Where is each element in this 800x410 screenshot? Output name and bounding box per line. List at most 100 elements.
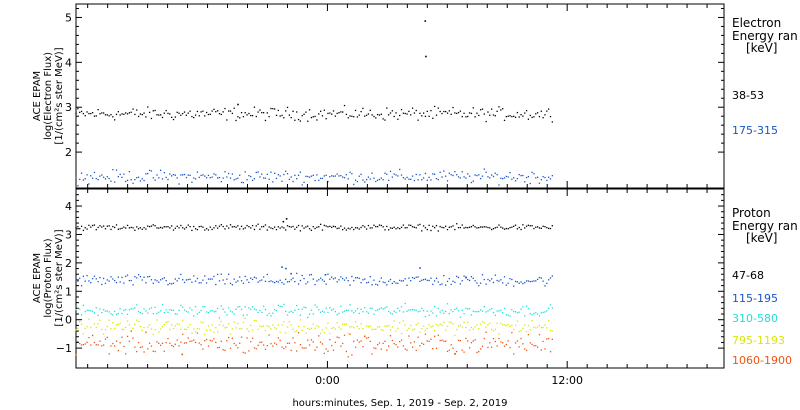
electron-point-38-53: [95, 115, 97, 117]
proton-point-1060-1900: [222, 349, 224, 351]
electron-point-175-315: [332, 175, 335, 177]
electron-point-175-315: [77, 185, 79, 187]
electron-point-175-315: [189, 174, 191, 176]
proton-point-795-1193: [93, 323, 96, 325]
proton-point-1060-1900: [478, 350, 480, 353]
proton-point-115-195: [108, 280, 110, 282]
proton-point-115-195: [327, 273, 329, 275]
proton-point-47-68: [527, 224, 530, 226]
proton-point-795-1193: [345, 323, 348, 325]
proton-point-47-68: [421, 230, 423, 232]
proton-point-115-195: [154, 279, 156, 281]
electron-point-38-53: [156, 114, 158, 116]
electron-point-38-53: [476, 112, 478, 114]
proton-point-115-195: [485, 283, 487, 285]
proton-point-310-580: [518, 311, 520, 313]
electron-point-38-53: [121, 113, 123, 115]
proton-point-795-1193: [483, 322, 485, 324]
proton-point-47-68: [159, 226, 162, 229]
electron-point-38-53: [494, 115, 496, 117]
proton-point-1060-1900: [215, 341, 217, 344]
proton-point-47-68: [200, 225, 202, 228]
proton-point-795-1193: [182, 320, 184, 322]
proton-point-795-1193: [119, 322, 121, 324]
electron-point-175-315: [386, 173, 388, 175]
proton-point-47-68: [356, 227, 359, 229]
proton-point-47-68: [174, 227, 177, 229]
proton-point-47-68: [262, 225, 265, 228]
proton-point-1060-1900: [264, 348, 267, 350]
electron-point-175-315: [395, 174, 397, 176]
proton-point-115-195: [95, 278, 97, 280]
proton-point-310-580: [393, 310, 395, 312]
proton-point-310-580: [224, 311, 226, 313]
proton-point-795-1193: [360, 323, 362, 325]
proton-point-1060-1900: [196, 332, 199, 334]
electron-point-38-53: [384, 119, 386, 121]
electron-point-38-53: [415, 109, 417, 112]
proton-point-310-580: [351, 310, 353, 312]
electron-point-38-53: [478, 114, 480, 117]
proton-point-1060-1900: [404, 348, 406, 350]
proton-point-115-195: [380, 277, 382, 279]
proton-point-310-580: [443, 312, 445, 314]
proton-point-1060-1900: [202, 348, 204, 350]
proton-point-1060-1900: [239, 342, 241, 344]
proton-point-115-195: [329, 278, 331, 280]
proton-point-1060-1900: [308, 344, 311, 346]
proton-point-795-1193: [524, 324, 526, 326]
proton-point-47-68: [347, 227, 349, 229]
proton-point-310-580: [228, 307, 230, 309]
proton-point-795-1193: [358, 328, 360, 330]
proton-point-1060-1900: [496, 345, 498, 347]
proton-point-1060-1900: [474, 339, 476, 341]
electron-outlier-point: [237, 103, 239, 106]
proton-point-310-580: [178, 309, 180, 311]
proton-legend-115-195: 115-195: [732, 292, 778, 305]
proton-point-795-1193: [421, 327, 423, 330]
proton-point-1060-1900: [413, 341, 416, 343]
proton-point-115-195: [229, 282, 232, 285]
electron-point-38-53: [82, 112, 85, 115]
proton-point-795-1193: [520, 330, 522, 332]
electron-point-175-315: [343, 177, 346, 179]
electron-point-38-53: [483, 113, 485, 115]
proton-point-310-580: [478, 310, 480, 313]
proton-point-115-195: [250, 277, 252, 279]
proton-point-310-580: [535, 312, 537, 314]
proton-point-47-68: [382, 226, 384, 228]
proton-point-310-580: [137, 310, 140, 313]
electron-point-38-53: [176, 111, 178, 113]
proton-point-1060-1900: [358, 341, 360, 343]
proton-point-310-580: [433, 305, 436, 308]
proton-point-795-1193: [134, 323, 136, 326]
electron-point-38-53: [285, 110, 287, 112]
proton-point-795-1193: [479, 323, 482, 325]
proton-point-1060-1900: [467, 340, 469, 342]
proton-point-795-1193: [549, 329, 552, 332]
electron-point-38-53: [349, 115, 351, 117]
proton-point-47-68: [240, 225, 243, 227]
proton-point-115-195: [450, 283, 452, 286]
proton-point-310-580: [428, 314, 430, 317]
proton-point-795-1193: [86, 326, 88, 328]
proton-point-310-580: [246, 314, 248, 316]
proton-point-1060-1900: [281, 346, 283, 348]
proton-point-1060-1900: [88, 336, 90, 339]
proton-point-47-68: [465, 226, 467, 229]
proton-point-795-1193: [338, 326, 340, 328]
proton-point-47-68: [413, 226, 416, 228]
electron-point-175-315: [417, 179, 419, 181]
proton-point-1060-1900: [244, 352, 246, 354]
proton-point-1060-1900: [91, 334, 94, 337]
proton-point-795-1193: [533, 326, 535, 329]
electron-point-175-315: [478, 174, 480, 176]
proton-point-310-580: [520, 308, 522, 310]
proton-point-310-580: [334, 310, 336, 313]
proton-point-47-68: [132, 227, 134, 229]
electron-point-175-315: [167, 178, 169, 181]
proton-point-47-68: [342, 228, 344, 231]
proton-point-795-1193: [114, 327, 116, 329]
proton-point-47-68: [191, 229, 193, 232]
electron-point-38-53: [288, 114, 291, 116]
